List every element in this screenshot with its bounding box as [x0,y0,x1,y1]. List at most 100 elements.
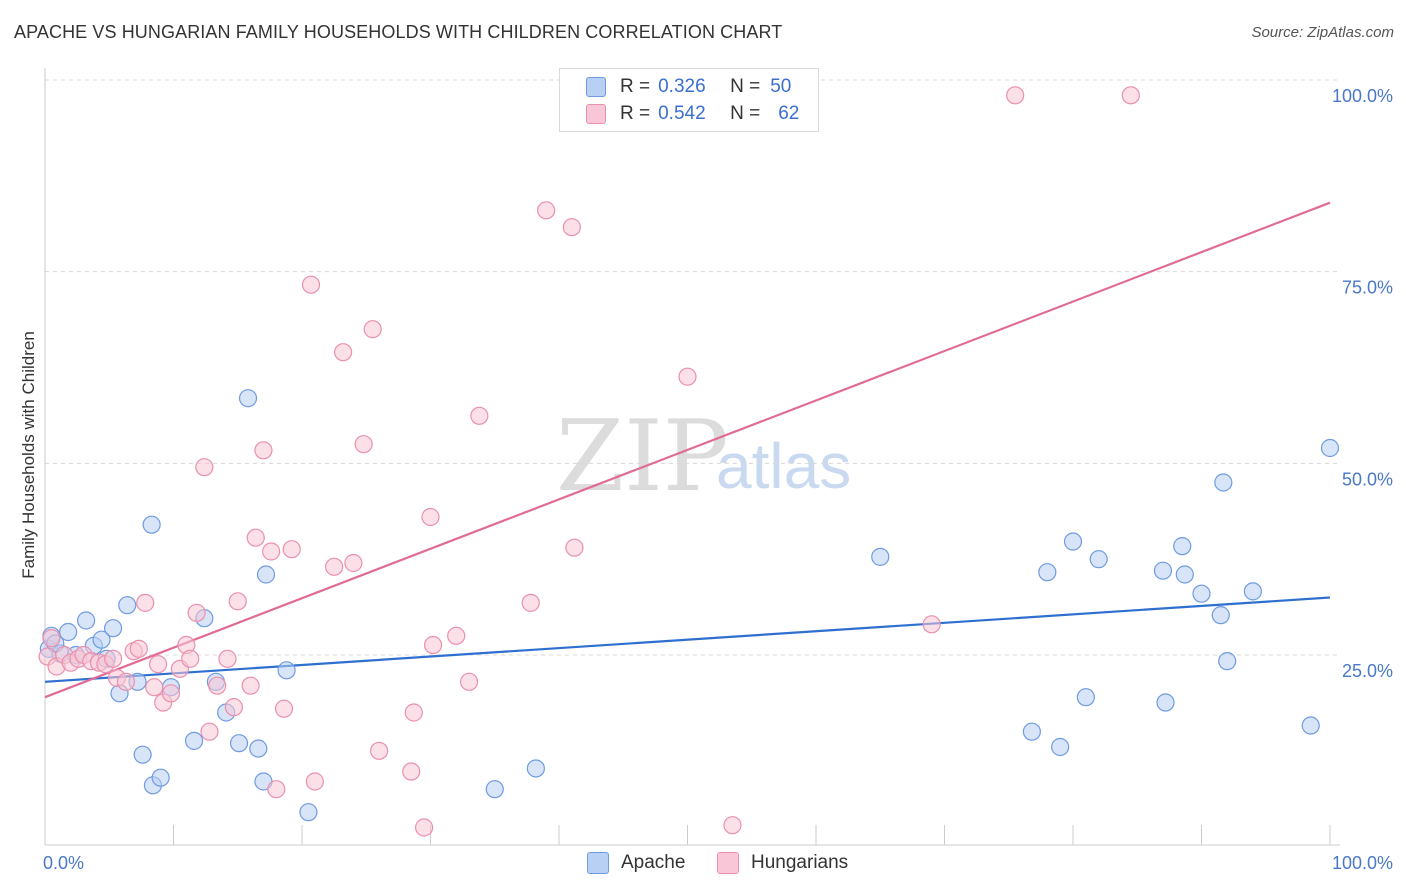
grid-lines [45,79,1340,656]
apache-point [1218,652,1237,671]
apache-trend-line [44,596,1331,683]
apache-point [118,596,137,615]
apache-point [104,619,123,638]
hungarians-point [254,441,273,460]
hungarians-legend-swatch [717,852,739,874]
hungarians-point [262,542,281,561]
hungarians-point [104,649,123,668]
legend-row-apache: R = 0.326 N = 50 [586,75,791,99]
apache-point [77,611,96,630]
apache-point [1192,584,1211,603]
y-tick-label: 25.0% [1342,661,1393,681]
apache-point [1175,565,1194,584]
apache-point [1063,532,1083,551]
hungarians-point [459,672,479,691]
hungarians-point [565,538,584,557]
hungarians-point [136,593,155,612]
axes [44,68,1340,846]
hungarians-point [228,592,247,611]
apache-point [92,630,111,649]
hungarians-point [414,818,434,837]
hungarians-point [129,639,148,658]
legend-r-label: R = [620,76,651,97]
apache-point [1214,473,1233,492]
legend-row-hungarians: R = 0.542 N = 62 [586,102,799,126]
hungarians-point [521,593,540,612]
stats-legend: R = 0.326 N = 50 R = 0.542 N = 62 [559,68,819,132]
hungarians-point [195,458,214,477]
hungarians-point [423,635,443,655]
watermark-zip: ZIP [556,400,729,514]
y-tick-label: 75.0% [1342,278,1393,298]
hungarians-point [334,343,353,362]
hungarians-point [208,676,227,695]
watermark: ZIP atlas [556,400,851,514]
apache-point [526,759,545,778]
hungarians-point [562,218,581,237]
apache-point [1038,563,1057,582]
legend-n-value: 62 [778,103,800,124]
hungarians-point [1121,86,1140,105]
hungarians-point [344,553,363,573]
apache-point [299,803,318,822]
apache-point [229,734,249,753]
legend-label-apache: Apache [621,852,686,873]
hungarians-point [678,367,697,386]
hungarians-point [404,703,423,722]
hungarians-point [246,528,265,547]
apache-point [485,780,504,799]
legend-n-value: 50 [770,76,792,97]
hungarians-point [370,741,389,760]
hungarians-point [470,406,489,425]
legend-label-hungarians: Hungarians [751,852,849,873]
apache-point [249,739,268,758]
hungarians-point [200,722,219,741]
hungarians-point [241,676,260,695]
source-credit: Source: ZipAtlas.com [1251,24,1394,41]
apache-point [1243,582,1263,601]
apache-point [238,389,258,408]
y-tick-label: 50.0% [1342,469,1393,489]
apache-point [1301,716,1320,735]
legend-item-hungarians: Hungarians [717,852,848,874]
apache-point [133,745,152,764]
hungarians-point [282,540,301,559]
legend-n-label: N = [730,103,761,124]
hungarians-point [187,603,206,622]
apache-point [256,565,276,584]
y-tick-label: 100.0% [1332,86,1393,106]
hungarians-point [421,507,440,527]
hungarians-point [305,772,324,791]
apache-point [871,547,890,566]
series-legend: Apache Hungarians [0,852,1406,876]
hungarians-point [42,629,61,648]
hungarians-point [402,762,421,781]
legend-item-apache: Apache [587,852,685,874]
hungarians-point [354,435,373,454]
hungarians-point [1006,86,1025,105]
legend-r-value: 0.326 [658,76,706,97]
chart-title: APACHE VS HUNGARIAN FAMILY HOUSEHOLDS WI… [14,22,783,42]
hungarians-trend-line [44,201,1331,699]
hungarians-point [447,626,466,645]
apache-point [1211,606,1230,625]
apache-legend-swatch [587,852,609,874]
legend-n-label: N = [730,76,761,97]
hungarians-point [537,201,556,220]
apache-point [151,768,170,787]
hungarians-point [267,780,286,799]
hungarians-point [224,698,243,717]
x-tick-label: 100.0% [1332,853,1393,873]
data-points [38,86,1340,837]
legend-r-label: R = [620,103,651,124]
apache-point [277,661,296,680]
hungarians-point [301,275,321,294]
hungarians-point [181,649,200,668]
apache-point [1156,693,1175,712]
apache-point [1051,737,1070,757]
hungarians-point [148,655,168,674]
apache-point [59,622,78,642]
hungarians-point [218,649,237,668]
apache-point [142,515,161,534]
